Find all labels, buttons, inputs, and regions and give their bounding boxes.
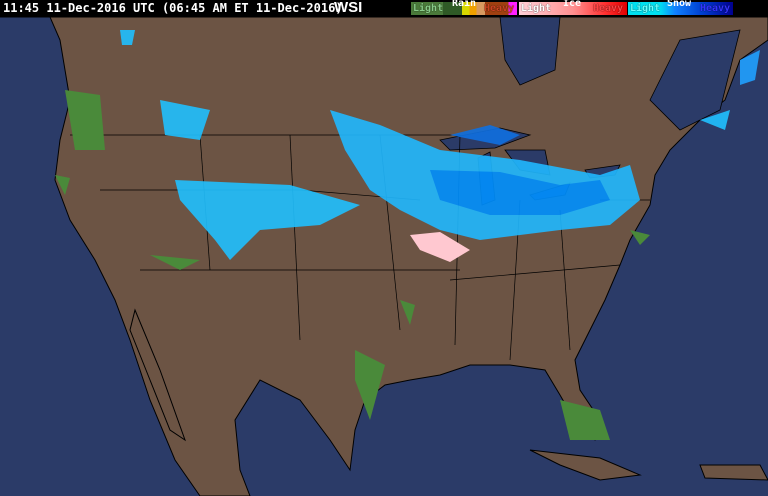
legend-ice <box>519 2 627 15</box>
header-bar: 11:45 11-Dec-2016 UTC (06:45 AM ET 11-De… <box>0 0 768 17</box>
ice-heavy-label: Heavy <box>593 3 624 14</box>
rain-label: Rain <box>452 0 477 9</box>
rain-light-label: Light <box>413 3 444 14</box>
great-lakes <box>439 16 741 206</box>
timestamp: 11:45 11-Dec-2016 UTC (06:45 AM ET 11-De… <box>3 1 343 15</box>
radar-rain <box>55 90 650 440</box>
snow-label: Snow <box>667 0 692 9</box>
radar-snow <box>120 30 760 260</box>
rain-heavy-label: Heavy <box>484 3 515 14</box>
snow-light-label: Light <box>630 3 661 14</box>
snow-heavy-label: Heavy <box>700 3 731 14</box>
ice-label: Ice <box>563 0 582 9</box>
radar-ice <box>410 232 470 262</box>
ice-light-label: Light <box>521 3 552 14</box>
legend-rain <box>411 2 517 15</box>
legend-snow <box>628 2 733 15</box>
wsi-logo: WSI <box>334 0 363 16</box>
land <box>0 16 768 496</box>
